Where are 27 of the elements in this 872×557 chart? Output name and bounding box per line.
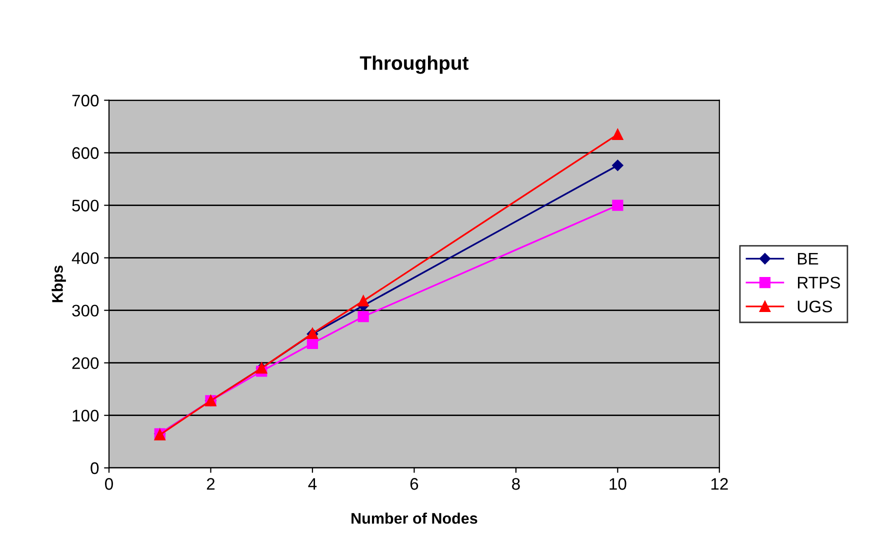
point	[358, 311, 369, 322]
x-tick-label: 12	[711, 478, 728, 490]
point	[358, 295, 369, 306]
point	[612, 200, 624, 211]
x-tick-label: 10	[610, 478, 626, 490]
legend-label: BE	[798, 253, 818, 265]
chart-title: Throughput	[360, 56, 468, 74]
y-tick-label: 300	[72, 304, 99, 317]
y-tick-label: 400	[72, 252, 99, 264]
legend-label: UGS	[798, 300, 832, 312]
x-tick-label: 0	[105, 478, 113, 490]
x-tick-label: 4	[308, 478, 317, 490]
y-tick-label: 700	[72, 94, 99, 106]
x-tick-label: 2	[206, 478, 215, 490]
x-tick-label: 6	[410, 478, 418, 490]
point	[612, 128, 624, 140]
x-axis-title: Number of Nodes	[352, 512, 478, 524]
y-axis-title: Kbps	[52, 266, 66, 302]
y-tick-label: 500	[72, 200, 99, 212]
y-tick-label: 200	[72, 357, 99, 370]
y-tick-label: 0	[90, 462, 99, 474]
x-tick-label: 8	[512, 478, 520, 490]
point	[306, 338, 318, 349]
point	[612, 160, 624, 171]
y-tick-label: 600	[72, 147, 99, 159]
legend-label: RTPS	[798, 276, 840, 289]
y-tick-label: 100	[72, 410, 99, 422]
